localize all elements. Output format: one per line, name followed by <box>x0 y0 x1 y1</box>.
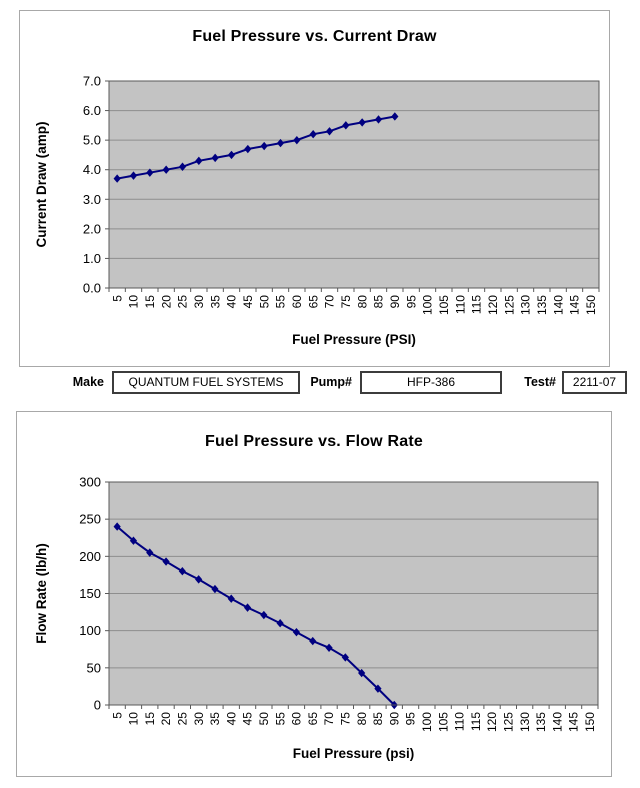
make-field[interactable]: QUANTUM FUEL SYSTEMS <box>112 371 300 394</box>
svg-text:130: 130 <box>519 295 533 315</box>
svg-text:60: 60 <box>290 712 304 726</box>
make-label: Make <box>72 375 104 389</box>
svg-text:140: 140 <box>550 712 564 732</box>
svg-text:45: 45 <box>241 295 255 309</box>
svg-text:4.0: 4.0 <box>83 162 101 177</box>
svg-text:80: 80 <box>355 295 369 309</box>
x-axis-title: Fuel Pressure (PSI) <box>292 332 416 347</box>
svg-text:2.0: 2.0 <box>83 221 101 236</box>
svg-text:200: 200 <box>79 549 101 564</box>
svg-text:20: 20 <box>159 712 173 726</box>
svg-text:125: 125 <box>502 712 516 732</box>
svg-text:80: 80 <box>355 712 369 726</box>
svg-text:10: 10 <box>127 712 141 726</box>
svg-text:50: 50 <box>257 295 271 309</box>
svg-text:6.0: 6.0 <box>83 103 101 118</box>
svg-text:40: 40 <box>224 712 238 726</box>
current-draw-plot-area: 0.0 1.0 2.0 3.0 4.0 5.0 6.0 7.0 5 10 15 20 25 30 35 40 4… <box>83 74 600 315</box>
svg-text:145: 145 <box>568 295 582 315</box>
chart-title: Fuel Pressure vs. Flow Rate <box>205 433 423 450</box>
svg-text:100: 100 <box>79 623 101 638</box>
svg-text:100: 100 <box>421 295 435 315</box>
svg-text:120: 120 <box>485 712 499 732</box>
current-draw-chart: 0.0 1.0 2.0 3.0 4.0 5.0 6.0 7.0 5 10 15 20 25 30 35 40 4… <box>19 10 610 367</box>
svg-text:85: 85 <box>371 712 385 726</box>
y-axis-title: Flow Rate (lb/h) <box>34 543 49 644</box>
svg-text:40: 40 <box>225 295 239 309</box>
svg-text:45: 45 <box>241 712 255 726</box>
svg-text:0: 0 <box>94 698 101 713</box>
svg-text:110: 110 <box>453 295 467 314</box>
svg-text:70: 70 <box>323 295 337 309</box>
svg-text:135: 135 <box>535 295 549 315</box>
svg-text:20: 20 <box>159 295 173 309</box>
svg-text:125: 125 <box>502 295 516 315</box>
svg-text:55: 55 <box>273 712 287 726</box>
svg-text:0.0: 0.0 <box>83 281 101 296</box>
svg-text:7.0: 7.0 <box>83 74 101 89</box>
svg-text:50: 50 <box>87 660 101 675</box>
svg-text:5.0: 5.0 <box>83 133 101 148</box>
y-axis-title: Current Draw (amp) <box>34 121 49 248</box>
test-number-label: Test# <box>524 375 556 389</box>
svg-text:135: 135 <box>534 712 548 732</box>
svg-text:35: 35 <box>208 712 222 726</box>
svg-text:110: 110 <box>453 712 467 731</box>
svg-text:300: 300 <box>79 475 101 490</box>
svg-text:50: 50 <box>257 712 271 726</box>
svg-text:30: 30 <box>192 295 206 309</box>
svg-text:25: 25 <box>176 295 190 309</box>
svg-text:90: 90 <box>388 295 402 309</box>
svg-text:115: 115 <box>469 712 483 731</box>
svg-text:25: 25 <box>176 712 190 726</box>
flow-rate-chart: 0 50 100 150 200 250 300 5 10 15 20 25 30 35 40 45 50 55 6… <box>16 411 612 777</box>
svg-text:150: 150 <box>584 295 598 315</box>
x-axis-title: Fuel Pressure (psi) <box>292 746 415 761</box>
svg-text:100: 100 <box>420 712 434 732</box>
svg-text:140: 140 <box>551 295 565 315</box>
svg-text:145: 145 <box>567 712 581 732</box>
svg-text:15: 15 <box>143 295 157 309</box>
svg-text:105: 105 <box>436 712 450 732</box>
svg-text:90: 90 <box>387 712 401 726</box>
svg-text:10: 10 <box>127 295 141 309</box>
test-number-field[interactable]: 2211-07 <box>562 371 627 394</box>
pump-number-label: Pump# <box>310 375 352 389</box>
svg-text:60: 60 <box>290 295 304 309</box>
chart-title: Fuel Pressure vs. Current Draw <box>192 28 437 45</box>
svg-text:105: 105 <box>437 295 451 315</box>
svg-text:85: 85 <box>372 295 386 309</box>
svg-text:95: 95 <box>404 712 418 726</box>
svg-text:30: 30 <box>192 712 206 726</box>
svg-text:5: 5 <box>110 712 124 719</box>
svg-text:75: 75 <box>339 295 353 309</box>
svg-text:65: 65 <box>306 295 320 309</box>
svg-text:15: 15 <box>143 712 157 726</box>
svg-text:150: 150 <box>583 712 597 732</box>
svg-text:95: 95 <box>404 295 418 309</box>
svg-text:3.0: 3.0 <box>83 192 101 207</box>
svg-text:35: 35 <box>208 295 222 309</box>
svg-text:115: 115 <box>470 295 484 314</box>
svg-text:70: 70 <box>322 712 336 726</box>
svg-text:130: 130 <box>518 712 532 732</box>
svg-text:250: 250 <box>79 512 101 527</box>
svg-text:65: 65 <box>306 712 320 726</box>
pump-number-field[interactable]: HFP-386 <box>360 371 502 394</box>
svg-text:120: 120 <box>486 295 500 315</box>
svg-text:1.0: 1.0 <box>83 251 101 266</box>
svg-text:150: 150 <box>79 586 101 601</box>
svg-text:55: 55 <box>274 295 288 309</box>
svg-text:75: 75 <box>339 712 353 726</box>
svg-text:5: 5 <box>110 295 124 302</box>
